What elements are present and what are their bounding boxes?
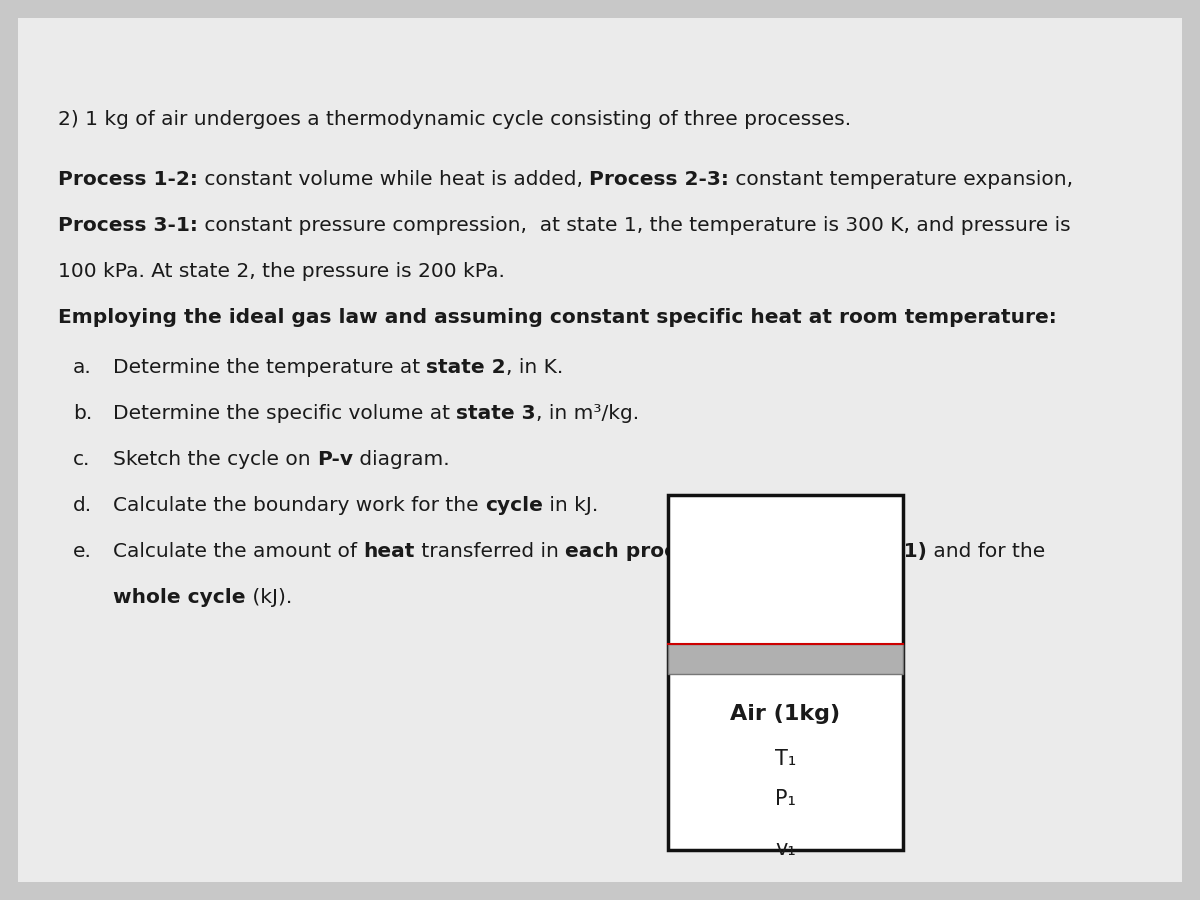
Text: 100 kPa. At state 2, the pressure is 200 kPa.: 100 kPa. At state 2, the pressure is 200… xyxy=(58,262,505,281)
Text: 2) 1 kg of air undergoes a thermodynamic cycle consisting of three processes.: 2) 1 kg of air undergoes a thermodynamic… xyxy=(58,110,851,129)
Text: whole cycle: whole cycle xyxy=(113,588,246,607)
Text: , in K.: , in K. xyxy=(506,358,563,377)
Text: Calculate the boundary work for the: Calculate the boundary work for the xyxy=(113,496,485,515)
Text: constant volume while heat is added,: constant volume while heat is added, xyxy=(198,170,589,189)
Text: P-v: P-v xyxy=(317,450,353,469)
Text: d.: d. xyxy=(73,496,92,515)
Text: P₁: P₁ xyxy=(775,789,796,809)
Text: constant temperature expansion,: constant temperature expansion, xyxy=(730,170,1073,189)
Text: state 2: state 2 xyxy=(426,358,506,377)
Text: constant pressure compression,  at state 1, the temperature is 300 K, and pressu: constant pressure compression, at state … xyxy=(198,216,1070,235)
Text: state 3: state 3 xyxy=(456,404,536,423)
Bar xyxy=(668,495,904,850)
Text: , in m³/kg.: , in m³/kg. xyxy=(536,404,640,423)
Text: c.: c. xyxy=(73,450,90,469)
Text: Process 2-3:: Process 2-3: xyxy=(589,170,730,189)
Text: Calculate the amount of: Calculate the amount of xyxy=(113,542,364,561)
Text: each process (1-2, 2-3, ãnd 3-1): each process (1-2, 2-3, ãnd 3-1) xyxy=(565,542,926,561)
Text: in kJ.: in kJ. xyxy=(542,496,598,515)
Text: v₁: v₁ xyxy=(775,840,796,860)
Text: diagram.: diagram. xyxy=(353,450,450,469)
Text: e.: e. xyxy=(73,542,92,561)
Text: and for the: and for the xyxy=(926,542,1045,561)
Bar xyxy=(668,644,904,674)
Text: T₁: T₁ xyxy=(775,750,796,770)
Text: Employing the ideal gas law and assuming constant specific heat at room temperat: Employing the ideal gas law and assuming… xyxy=(58,308,1057,327)
Text: b.: b. xyxy=(73,404,92,423)
Text: Process 1-2:: Process 1-2: xyxy=(58,170,198,189)
Text: transferred in: transferred in xyxy=(415,542,565,561)
Text: Air (1kg): Air (1kg) xyxy=(731,705,840,725)
Text: cycle: cycle xyxy=(485,496,542,515)
Text: Sketch the cycle on: Sketch the cycle on xyxy=(113,450,317,469)
Text: Process 3-1:: Process 3-1: xyxy=(58,216,198,235)
Text: heat: heat xyxy=(364,542,415,561)
Text: Determine the specific volume at: Determine the specific volume at xyxy=(113,404,456,423)
Text: a.: a. xyxy=(73,358,91,377)
Text: Determine the temperature at: Determine the temperature at xyxy=(113,358,426,377)
Text: (kJ).: (kJ). xyxy=(246,588,292,607)
